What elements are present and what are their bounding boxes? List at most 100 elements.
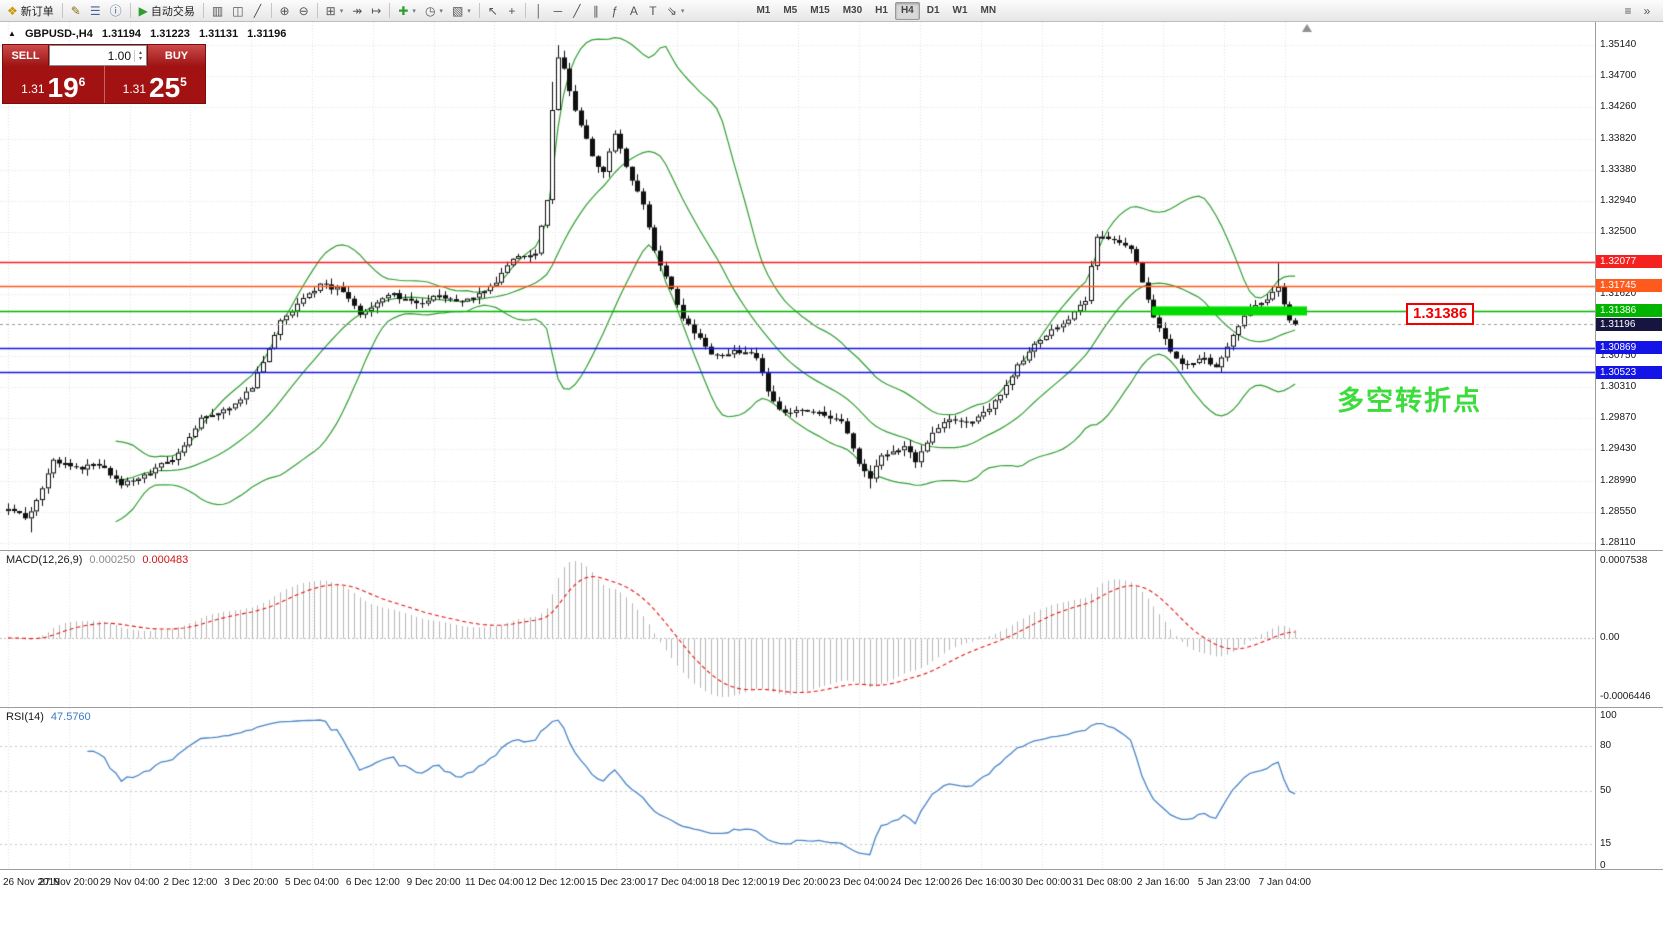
new-chart-button[interactable]: ⊞ ▾ bbox=[322, 2, 348, 20]
scale-label: 1.28110 bbox=[1600, 536, 1636, 548]
macd-panel: MACD(12,26,9) 0.000250 0.000483 0.0007538 0… bbox=[0, 551, 1663, 707]
price-scale[interactable]: 1.35140 1.34700 1.34260 1.33820 1.33380 1.329… bbox=[1596, 22, 1663, 550]
sell-price-display[interactable]: 1.31 19 6 bbox=[3, 66, 105, 103]
text-label-button[interactable]: T bbox=[644, 2, 662, 20]
tf-m15-button[interactable]: M15 bbox=[804, 2, 835, 20]
bar-chart-icon: ▥ bbox=[211, 3, 224, 18]
tf-m1-button[interactable]: M1 bbox=[750, 2, 776, 20]
chart-shift-button[interactable]: ↦ bbox=[367, 2, 385, 20]
ohlc-close: 1.31196 bbox=[247, 28, 287, 40]
tf-h4-label: H4 bbox=[900, 5, 914, 16]
sell-price-small: 1.31 bbox=[21, 82, 45, 96]
price-tag: 1.31386 bbox=[1596, 304, 1662, 318]
zoom-in-button[interactable]: ⊕ bbox=[276, 2, 294, 20]
price-tag: 1.30869 bbox=[1596, 341, 1662, 355]
scale-label: 1.34260 bbox=[1600, 101, 1637, 113]
toolbar-separator bbox=[478, 3, 480, 18]
arrows-button[interactable]: ⇘ ▾ bbox=[663, 2, 689, 20]
periods-button[interactable]: ◷ ▾ bbox=[421, 2, 447, 20]
auto-scroll-button[interactable]: ↠ bbox=[348, 2, 366, 20]
price-callout-label[interactable]: 1.31386 bbox=[1406, 303, 1475, 325]
depth-of-market-button[interactable]: ≡ bbox=[1619, 2, 1637, 20]
volume-up-icon[interactable]: ▴ bbox=[138, 49, 142, 56]
tf-m5-button[interactable]: M5 bbox=[777, 2, 803, 20]
text-label-icon: T bbox=[649, 3, 657, 18]
time-axis[interactable]: 26 Nov 2019 27 Nov 20:00 29 Nov 04:00 2 Dec… bbox=[0, 870, 1663, 946]
panel-separator[interactable] bbox=[0, 550, 1663, 551]
toolbar-overflow-button[interactable]: » bbox=[1638, 2, 1656, 20]
macd-scale[interactable]: 0.0007538 0.00 -0.0006446 bbox=[1596, 551, 1663, 707]
crosshair-button[interactable]: + bbox=[503, 2, 521, 20]
horizontal-line-icon: ─ bbox=[553, 3, 563, 18]
tf-h1-label: H1 bbox=[875, 5, 888, 16]
buy-price-display[interactable]: 1.31 25 5 bbox=[105, 66, 206, 103]
tf-m30-button[interactable]: M30 bbox=[837, 2, 868, 20]
fibonacci-retracement-button[interactable]: ƒ bbox=[606, 2, 624, 20]
templates-button[interactable]: ▧ ▾ bbox=[448, 2, 475, 20]
scale-label: 0.00 bbox=[1600, 631, 1620, 643]
horizontal-line-button[interactable]: ─ bbox=[549, 2, 567, 20]
help-button[interactable]: ⓘ bbox=[106, 2, 126, 20]
new-order-button[interactable]: ❖ 新订单 bbox=[3, 2, 58, 20]
zoom-out-icon: ⊖ bbox=[298, 3, 309, 18]
macd-canvas[interactable] bbox=[0, 551, 1595, 707]
buy-button[interactable]: BUY bbox=[147, 45, 205, 66]
scale-label: 1.29430 bbox=[1600, 443, 1637, 455]
vertical-line-button[interactable]: │ bbox=[530, 2, 548, 20]
metaeditor-button[interactable]: ✎ bbox=[67, 2, 85, 20]
time-axis-label: 6 Dec 12:00 bbox=[345, 877, 400, 888]
toolbar: ❖ 新订单 ✎ ☰ ⓘ ▶ 自动交易 ▥ ◫ ╱ ⊕ ⊖ ⊞ ▾ ↠ ↦ ✚ ▾ ◷ ▾ ▧ ▾ ↖ + │ ─ ╱ ∥ ƒ A T ⇘ ▾ M1… bbox=[0, 0, 1663, 22]
rsi-scale[interactable]: 100 80 50 15 0 bbox=[1596, 708, 1663, 871]
ohlc-high: 1.31223 bbox=[150, 28, 190, 40]
tf-d1-button[interactable]: D1 bbox=[921, 2, 946, 20]
tf-w1-button[interactable]: W1 bbox=[947, 2, 974, 20]
tf-h1-button[interactable]: H1 bbox=[869, 2, 894, 20]
one-click-trade-panel: SELL ▴ ▾ BUY 1.31 19 6 1.31 bbox=[2, 44, 206, 104]
toolbar-separator bbox=[389, 3, 391, 18]
panel-separator bbox=[0, 869, 1663, 870]
cursor-button[interactable]: ↖ bbox=[484, 2, 502, 20]
main-price-canvas[interactable] bbox=[0, 22, 1595, 550]
indicators-list-button[interactable]: ✚ ▾ bbox=[394, 2, 420, 20]
rsi-panel: RSI(14) 47.5760 100 80 50 15 0 bbox=[0, 708, 1663, 871]
time-axis-label: 11 Dec 04:00 bbox=[465, 877, 524, 888]
time-axis-label: 3 Dec 20:00 bbox=[224, 877, 279, 888]
volume-down-icon[interactable]: ▾ bbox=[138, 55, 142, 62]
macd-value-signal: 0.000483 bbox=[142, 554, 189, 566]
cursor-icon: ↖ bbox=[487, 3, 498, 18]
tf-d1-label: D1 bbox=[926, 5, 940, 16]
rsi-canvas[interactable] bbox=[0, 708, 1595, 869]
chart-annotation-text[interactable]: 多空转折点 bbox=[1337, 386, 1482, 416]
line-chart-button[interactable]: ╱ bbox=[249, 2, 267, 20]
time-axis-label: 31 Dec 08:00 bbox=[1072, 877, 1133, 888]
indicators-list-icon: ✚ bbox=[398, 3, 409, 18]
bar-chart-button[interactable]: ▥ bbox=[208, 2, 227, 20]
help-icon: ⓘ bbox=[109, 3, 122, 18]
scale-label: 15 bbox=[1600, 837, 1612, 849]
volume-input[interactable] bbox=[50, 48, 134, 63]
toolbar-overflow-icon: » bbox=[1643, 3, 1651, 18]
tf-h4-button[interactable]: H4 bbox=[894, 1, 920, 20]
time-axis-label: 2 Jan 16:00 bbox=[1137, 877, 1190, 888]
collapse-arrow-icon[interactable]: ▲ bbox=[8, 29, 16, 38]
time-axis-label: 15 Dec 23:00 bbox=[586, 877, 646, 888]
tf-m15-label: M15 bbox=[810, 5, 830, 16]
autotrading-button[interactable]: ▶ 自动交易 bbox=[135, 2, 199, 20]
sell-button[interactable]: SELL bbox=[3, 45, 49, 66]
tf-w1-label: W1 bbox=[952, 5, 968, 16]
time-axis-label: 19 Dec 20:00 bbox=[768, 877, 829, 888]
candlestick-chart-icon: ◫ bbox=[232, 3, 244, 18]
trendline-button[interactable]: ╱ bbox=[568, 2, 586, 20]
candlestick-chart-button[interactable]: ◫ bbox=[228, 2, 247, 20]
equidistant-channel-button[interactable]: ∥ bbox=[587, 2, 605, 20]
time-axis-label: 12 Dec 12:00 bbox=[525, 877, 585, 888]
scale-label: 1.35140 bbox=[1600, 39, 1637, 51]
auto-scroll-icon: ↠ bbox=[352, 3, 363, 18]
zoom-out-button[interactable]: ⊖ bbox=[295, 2, 313, 20]
volume-spinner[interactable]: ▴ ▾ bbox=[134, 49, 146, 62]
tf-mn-button[interactable]: MN bbox=[975, 2, 1003, 20]
panel-separator[interactable] bbox=[0, 707, 1663, 708]
text-button[interactable]: A bbox=[625, 2, 643, 20]
market-watch-button[interactable]: ☰ bbox=[86, 2, 105, 20]
scale-label: 1.34700 bbox=[1600, 70, 1637, 82]
